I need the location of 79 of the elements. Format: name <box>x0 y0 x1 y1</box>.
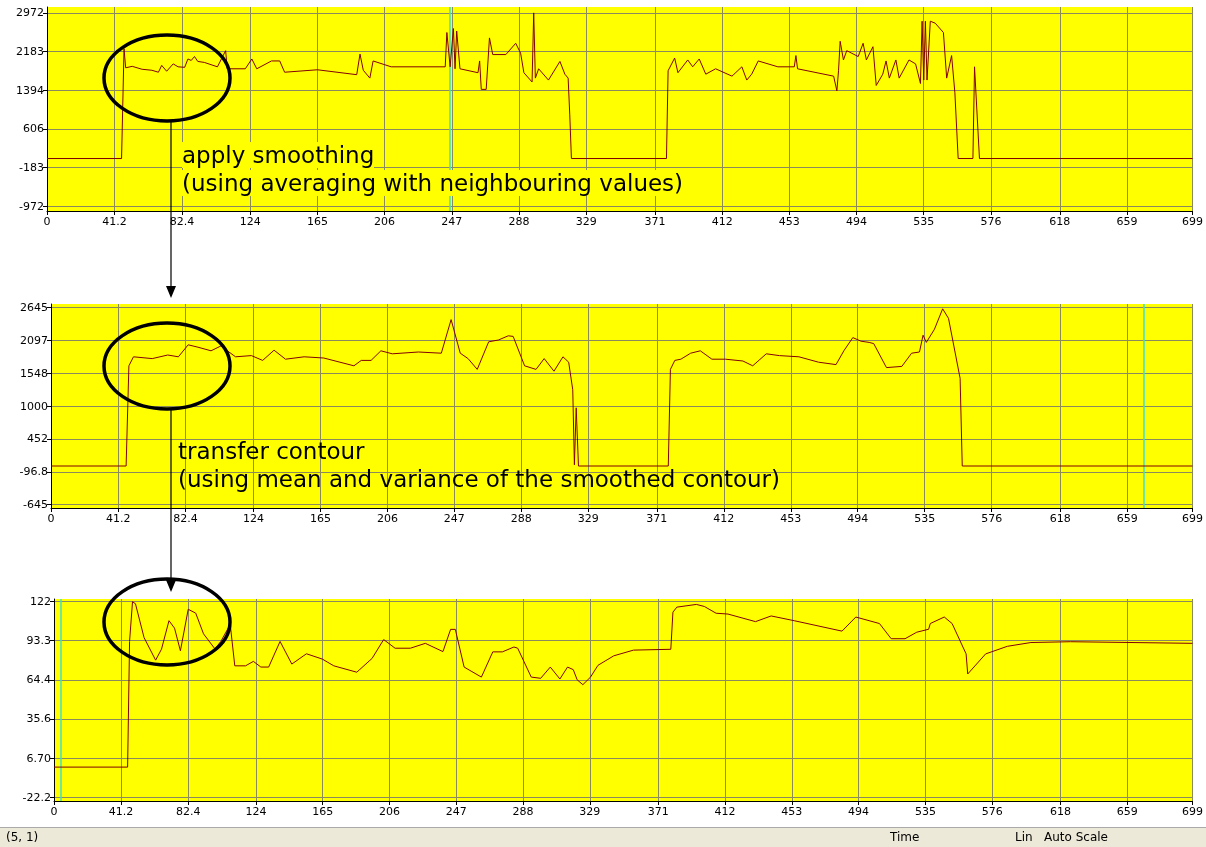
x-tick-label: 618 <box>1049 512 1071 525</box>
x-tick-label: 82.4 <box>173 512 198 525</box>
y-tick-label: -645 <box>23 498 48 512</box>
x-tick-label: 371 <box>644 215 666 228</box>
x-tick-label: 618 <box>1050 805 1072 818</box>
x-tick-label: 206 <box>376 512 398 525</box>
text: Lin <box>1015 830 1033 844</box>
x-tick-label: 576 <box>980 215 1002 228</box>
x-tick-label: 165 <box>309 512 331 525</box>
x-tick-label: 494 <box>847 512 869 525</box>
text: Auto Scale <box>1044 830 1108 844</box>
x-tick-label: 206 <box>374 215 396 228</box>
x-tick-label: 329 <box>579 805 601 818</box>
x-tick-label: 247 <box>443 512 465 525</box>
x-tick-label: 124 <box>245 805 267 818</box>
x-tick-label: 371 <box>647 805 669 818</box>
x-tick-label: 371 <box>646 512 668 525</box>
x-tick-label: 165 <box>312 805 334 818</box>
y-tick-label: -972 <box>19 199 44 213</box>
text: (5, 1) <box>6 830 39 844</box>
x-tick-label: 0 <box>43 215 51 228</box>
x-tick-label: 535 <box>913 215 935 228</box>
x-tick-label: 41.2 <box>108 805 134 818</box>
y-tick-label: 64.4 <box>26 673 51 687</box>
x-tick-label: 247 <box>445 805 467 818</box>
x-tick-label: 494 <box>848 805 870 818</box>
x-tick-label: 699 <box>1182 805 1203 818</box>
x-tick-label: 659 <box>1116 215 1138 228</box>
annotation: apply smoothing (using averaging with neighbouring values) <box>182 142 684 196</box>
x-tick-label: 206 <box>379 805 401 818</box>
y-tick-label: 93.3 <box>26 634 51 648</box>
x-tick-label: 247 <box>441 215 463 228</box>
x-tick-label: 288 <box>512 805 534 818</box>
x-tick-label: 699 <box>1182 512 1203 525</box>
x-tick-label: 535 <box>914 512 936 525</box>
x-tick-label: 412 <box>713 512 735 525</box>
x-tick-label: 165 <box>306 215 328 228</box>
y-tick-label: 452 <box>27 432 48 446</box>
x-tick-label: 618 <box>1049 215 1071 228</box>
x-tick-label: 699 <box>1182 215 1203 228</box>
y-tick-label: 2972 <box>16 6 44 20</box>
x-tick-label: 412 <box>711 215 733 228</box>
annotation: transfer contour (using mean and variance of the smoothed contour) <box>178 438 780 492</box>
x-tick-label: 41.2 <box>102 215 127 228</box>
y-tick-label: -22.2 <box>22 790 51 804</box>
x-tick-label: 659 <box>1116 805 1138 818</box>
x-tick-label: 576 <box>981 805 1003 818</box>
x-tick-label: 659 <box>1116 512 1138 525</box>
x-tick-label: 0 <box>47 512 55 525</box>
y-tick-label: 6.70 <box>26 751 51 765</box>
x-tick-label: 329 <box>577 512 599 525</box>
line-series <box>50 308 1193 467</box>
y-tick-label: 2645 <box>20 300 48 314</box>
y-tick-label: 606 <box>23 122 44 136</box>
x-tick-label: 535 <box>914 805 936 818</box>
x-tick-label: 453 <box>780 512 802 525</box>
x-tick-label: 124 <box>243 512 264 525</box>
x-tick-label: 288 <box>510 512 532 525</box>
text: Time <box>890 830 920 844</box>
y-tick-label: 1394 <box>16 83 44 97</box>
y-tick-label: 35.6 <box>26 712 51 726</box>
y-tick-label: 2097 <box>20 333 48 347</box>
y-tick-label: 122 <box>30 595 51 609</box>
y-tick-label: 1000 <box>20 399 48 413</box>
y-tick-label: 1548 <box>20 366 48 380</box>
x-tick-label: 41.2 <box>106 512 131 525</box>
x-tick-label: 288 <box>508 215 530 228</box>
y-tick-label: -96.8 <box>19 465 48 479</box>
x-tick-label: 576 <box>981 512 1003 525</box>
x-tick-label: 453 <box>778 215 800 228</box>
x-tick-label: 124 <box>239 215 261 228</box>
x-tick-label: 82.4 <box>175 805 201 818</box>
x-tick-label: 412 <box>714 805 736 818</box>
x-tick-label: 494 <box>846 215 868 228</box>
x-tick-label: 453 <box>781 805 803 818</box>
y-tick-label: -183 <box>19 161 44 174</box>
y-tick-label: 2183 <box>16 44 44 58</box>
x-tick-label: 0 <box>50 805 58 818</box>
x-tick-label: 329 <box>575 215 597 228</box>
